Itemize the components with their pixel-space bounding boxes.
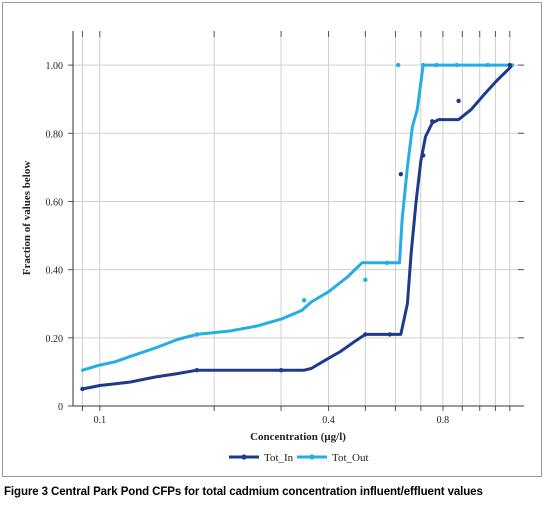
data-point-tot-in xyxy=(194,368,199,373)
data-point-tot-out xyxy=(454,62,459,68)
y-tick-labels: 0 0.20 0.40 0.60 0.80 1.00 xyxy=(46,61,64,413)
data-point-tot-out xyxy=(421,62,426,68)
series-line-tot-out xyxy=(80,63,514,372)
plot-area xyxy=(73,31,523,406)
x-gridlines xyxy=(81,31,511,411)
data-point-tot-out xyxy=(363,277,368,283)
y-tick-label: 1.00 xyxy=(46,61,64,72)
figure-caption: Figure 3 Central Park Pond CFPs for tota… xyxy=(4,486,542,498)
data-point-tot-out xyxy=(384,260,390,266)
data-point-tot-in xyxy=(278,368,284,373)
series-points xyxy=(80,62,512,392)
data-point-tot-in xyxy=(398,171,404,177)
x-axis-title: Concentration (µg/l) xyxy=(250,431,346,443)
caption-text: Central Park Pond CFPs for total cadmium… xyxy=(51,486,483,498)
x-tick-label: 0.1 xyxy=(94,415,107,426)
data-point-tot-in xyxy=(421,153,426,158)
data-point-tot-in xyxy=(507,62,512,68)
y-tick-label: 0 xyxy=(58,402,63,413)
data-point-tot-in xyxy=(387,332,393,337)
legend-label-tot-out: Tot_Out xyxy=(332,452,369,464)
x-tick-labels: 0.1 0.4 0.8 xyxy=(94,415,450,426)
x-tick-label: 0.4 xyxy=(322,415,335,426)
data-point-tot-in xyxy=(80,386,85,392)
y-tick-label: 0.60 xyxy=(46,197,64,208)
y-tick-label: 0.20 xyxy=(46,334,64,345)
legend-label-tot-in: Tot_In xyxy=(264,452,294,464)
data-point-tot-out xyxy=(194,332,199,337)
legend-marker-tot-out xyxy=(309,454,315,460)
y-tick-label: 0.80 xyxy=(46,129,64,140)
data-point-tot-in xyxy=(430,119,435,124)
figure-frame: 0 0.20 0.40 0.60 0.80 1.00 0.1 0.4 0.8 Fraction… xyxy=(2,2,542,477)
data-point-tot-out xyxy=(395,62,401,68)
data-point-tot-in xyxy=(363,332,368,337)
y-axis-title: Fraction of values below xyxy=(21,161,33,276)
data-point-tot-out xyxy=(434,62,439,68)
legend-marker-tot-in xyxy=(241,454,247,460)
y-tick-label: 0.40 xyxy=(46,266,64,277)
data-point-tot-out xyxy=(485,62,490,68)
legend: Tot_In Tot_Out xyxy=(229,452,369,464)
data-point-tot-out xyxy=(301,298,307,303)
x-tick-label: 0.8 xyxy=(437,415,450,426)
caption-label: Figure 3 xyxy=(4,486,48,498)
data-point-tot-in xyxy=(456,98,461,104)
cfp-chart: 0 0.20 0.40 0.60 0.80 1.00 0.1 0.4 0.8 Fraction… xyxy=(21,31,524,464)
